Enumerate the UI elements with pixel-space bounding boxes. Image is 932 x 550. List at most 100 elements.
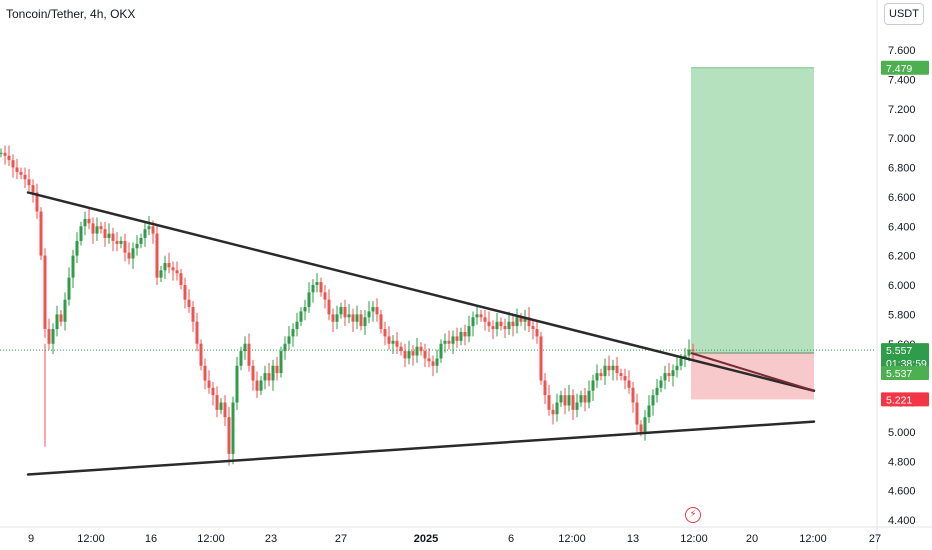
candle-body <box>363 317 367 327</box>
candle-body <box>635 402 639 425</box>
candle-body <box>667 373 671 377</box>
candle-body <box>631 387 635 403</box>
price-tag-stop <box>881 392 929 407</box>
candle-body <box>327 299 331 315</box>
candle-body <box>395 340 399 347</box>
candle-body <box>3 152 7 156</box>
candle-body <box>575 402 579 410</box>
candle-body <box>295 321 299 330</box>
time-tick-label: 12:00 <box>77 533 105 545</box>
candle-body <box>243 343 247 352</box>
candle-body <box>127 252 131 259</box>
candle-body <box>479 314 483 318</box>
candle-body <box>19 171 23 175</box>
candle-body <box>371 307 375 312</box>
candle-body <box>351 314 355 322</box>
candle-body <box>111 233 115 241</box>
candle-body <box>679 358 683 366</box>
candle-body <box>375 307 379 315</box>
candle-body <box>611 365 615 371</box>
price-tick-label: 5.800 <box>888 309 916 321</box>
candle-body <box>259 380 263 391</box>
descending-trend-line[interactable] <box>26 191 816 392</box>
candle-body <box>387 336 391 344</box>
candle-body <box>403 351 407 359</box>
candle-body <box>91 223 95 234</box>
candle-body <box>39 211 43 256</box>
candle-body <box>607 365 611 371</box>
candle-body <box>543 380 547 396</box>
time-tick-label: 23 <box>265 533 277 545</box>
candle-body <box>515 317 519 327</box>
candle-body <box>339 307 343 315</box>
candle-body <box>567 395 571 406</box>
candle-body <box>571 395 575 410</box>
candle-body <box>647 405 651 418</box>
candle-body <box>527 317 531 327</box>
candle-body <box>131 248 135 259</box>
price-tag-entry <box>881 366 929 381</box>
candle-body <box>419 346 423 352</box>
candle-body <box>167 262 171 268</box>
candle-body <box>311 285 315 293</box>
candle-body <box>135 243 139 249</box>
candle-body <box>499 321 503 327</box>
candle-body <box>503 326 507 330</box>
candle-body <box>539 336 543 381</box>
time-tick-label: 6 <box>508 533 514 545</box>
candle-body <box>355 314 359 322</box>
candle-body <box>79 226 83 241</box>
candle-body <box>199 343 203 366</box>
candle-body <box>675 365 679 371</box>
candle-body <box>407 351 411 359</box>
candle-body <box>399 346 403 352</box>
candle-body <box>411 351 415 356</box>
candle-body <box>415 346 419 356</box>
currency-button[interactable]: USDT <box>884 3 924 25</box>
candle-body <box>187 299 191 308</box>
price-tick-label: 6.200 <box>888 251 916 263</box>
candle-body <box>531 326 535 330</box>
candle-body <box>431 361 435 366</box>
time-tick-label: 16 <box>145 533 157 545</box>
candle-body <box>659 380 663 388</box>
time-tick-label: 20 <box>746 533 758 545</box>
candle-body <box>15 167 19 172</box>
candle-body <box>107 233 111 238</box>
time-tick-label: 12:00 <box>197 533 225 545</box>
flash-event-icon[interactable]: ⚡ <box>685 507 701 523</box>
price-tick-label: 7.200 <box>888 104 916 116</box>
price-tag-price <box>881 343 929 358</box>
candle-body <box>391 340 395 344</box>
price-tick-label: 6.000 <box>888 280 916 292</box>
candle-body <box>215 395 219 410</box>
candle-body <box>171 267 175 271</box>
price-tick-label: 4.400 <box>888 515 916 527</box>
candle-body <box>195 321 199 344</box>
candle-body <box>623 376 627 381</box>
candle-body <box>447 340 451 344</box>
candle-body <box>271 365 275 381</box>
trade-projection-line <box>690 352 815 392</box>
price-tag-target <box>881 60 929 75</box>
candle-body <box>279 351 283 374</box>
candle-body <box>331 314 335 322</box>
ascending-trend-line[interactable] <box>26 420 816 476</box>
candle-body <box>95 226 99 234</box>
candle-body <box>23 174 27 180</box>
profit-zone[interactable] <box>691 67 814 354</box>
candle-body <box>643 417 647 432</box>
time-tick-label: 12:00 <box>558 533 586 545</box>
candle-body <box>559 395 563 403</box>
candle-body <box>651 395 655 406</box>
candle-body <box>99 226 103 230</box>
candle-body <box>655 387 659 396</box>
time-tick-label: 12:00 <box>680 533 708 545</box>
candle-body <box>155 233 159 278</box>
candle-body <box>579 395 583 403</box>
candle-body <box>423 351 427 359</box>
candle-body <box>511 321 515 327</box>
candle-body <box>43 255 47 330</box>
